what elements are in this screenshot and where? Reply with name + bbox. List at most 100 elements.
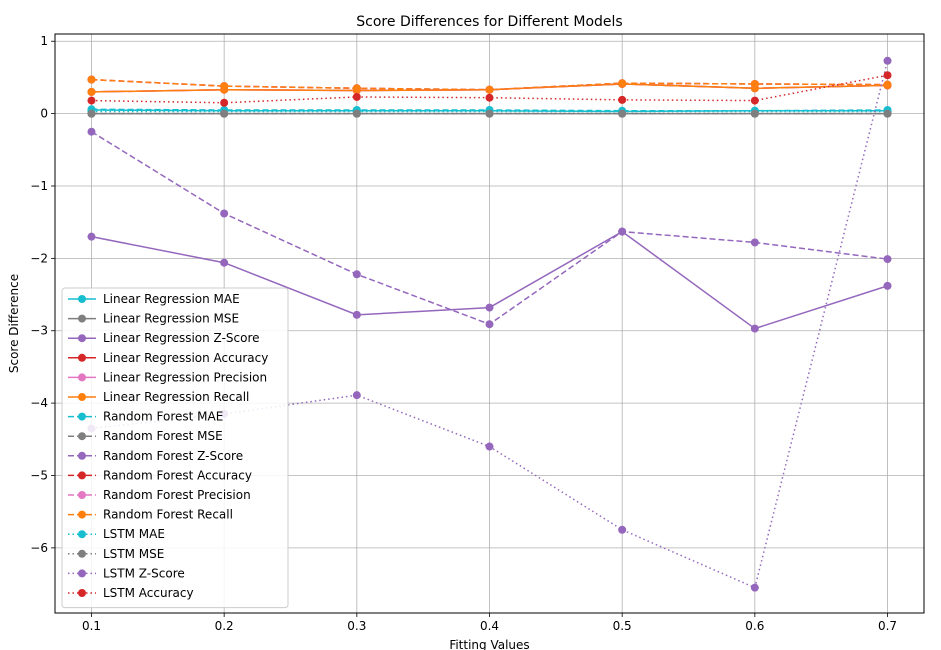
series <box>87 109 892 118</box>
data-point <box>220 109 229 118</box>
legend-marker <box>78 569 86 578</box>
series <box>87 71 892 107</box>
data-point <box>87 75 96 84</box>
x-tick-label: 0.1 <box>82 619 101 633</box>
legend-item: Random Forest Accuracy <box>68 468 252 482</box>
y-tick-label: 0 <box>40 107 48 121</box>
legend-item: Random Forest MSE <box>68 429 223 443</box>
x-tick-label: 0.7 <box>878 619 897 633</box>
legend-marker <box>78 530 86 539</box>
y-tick-label: −2 <box>30 251 48 265</box>
legend-item: Linear Regression MSE <box>68 312 239 326</box>
data-point <box>750 79 759 88</box>
legend-marker <box>78 334 86 343</box>
legend-item: LSTM MAE <box>68 527 165 541</box>
x-tick-label: 0.5 <box>613 619 632 633</box>
data-point <box>220 209 229 218</box>
data-point <box>485 109 494 118</box>
legend-item: Linear Regression Precision <box>68 370 267 384</box>
x-tick-label: 0.4 <box>480 619 499 633</box>
legend-marker <box>78 471 86 480</box>
data-point <box>485 442 494 451</box>
data-point <box>883 109 892 118</box>
legend-label: Random Forest Z-Score <box>103 449 243 463</box>
legend-label: Linear Regression Recall <box>103 390 249 404</box>
legend-item: LSTM MSE <box>68 547 164 561</box>
data-point <box>220 98 229 107</box>
data-point <box>618 109 627 118</box>
data-point <box>750 238 759 247</box>
data-point <box>618 525 627 534</box>
legend-marker <box>78 314 86 323</box>
legend: Linear Regression MAE Linear Regression M… <box>61 287 289 609</box>
data-point <box>618 227 627 236</box>
legend-label: Linear Regression Z-Score <box>103 331 260 345</box>
y-axis-title: Score Difference <box>7 274 21 373</box>
legend-label: LSTM Accuracy <box>103 586 194 600</box>
data-point <box>87 232 96 241</box>
legend-item: Random Forest Z-Score <box>68 449 243 463</box>
legend-label: LSTM MAE <box>103 527 165 541</box>
data-point <box>352 270 361 279</box>
data-point <box>87 109 96 118</box>
legend-marker <box>78 451 86 460</box>
data-point <box>883 255 892 264</box>
data-point <box>883 80 892 89</box>
data-point <box>87 87 96 96</box>
legend-frame <box>61 287 289 609</box>
legend-item: Linear Regression MAE <box>68 292 240 306</box>
y-tick-label: −3 <box>30 324 48 338</box>
data-point <box>352 109 361 118</box>
legend-item: Random Forest Precision <box>68 488 251 502</box>
data-point <box>352 391 361 400</box>
data-point <box>485 85 494 94</box>
chart-title: Score Differences for Different Models <box>356 14 622 30</box>
data-point <box>883 56 892 65</box>
data-point <box>485 320 494 329</box>
legend-label: Random Forest Accuracy <box>103 468 252 482</box>
legend-label: Linear Regression Precision <box>103 370 267 384</box>
legend-item: Random Forest Recall <box>68 508 233 522</box>
data-point <box>750 324 759 333</box>
data-point <box>750 96 759 105</box>
data-point <box>352 310 361 319</box>
data-point <box>750 109 759 118</box>
y-tick-label: −6 <box>30 541 48 555</box>
legend-label: Linear Regression MAE <box>103 292 240 306</box>
data-point <box>883 71 892 80</box>
data-point <box>352 92 361 101</box>
legend-label: LSTM MSE <box>103 547 164 561</box>
x-tick-label: 0.2 <box>215 619 234 633</box>
legend-label: Linear Regression Accuracy <box>103 351 268 365</box>
data-point <box>618 79 627 88</box>
legend-item: Random Forest MAE <box>68 410 223 424</box>
data-point <box>87 96 96 105</box>
data-point <box>485 93 494 102</box>
legend-item: LSTM Z-Score <box>68 566 185 580</box>
legend-marker <box>78 549 86 558</box>
data-point <box>87 127 96 136</box>
legend-label: Random Forest Precision <box>103 488 251 502</box>
data-point <box>883 281 892 290</box>
legend-item: Linear Regression Recall <box>68 390 249 404</box>
y-tick-label: −1 <box>30 179 48 193</box>
legend-marker <box>78 295 86 303</box>
ticks: 0.1 0.2 0.3 0.4 0.5 0.6 0.7 1 0 −1 −2 −3 −4 −5 −6 <box>30 34 897 633</box>
legend-marker <box>78 412 86 421</box>
legend-label: Random Forest Recall <box>103 508 233 522</box>
data-point <box>352 84 361 93</box>
legend-item: LSTM Accuracy <box>68 586 194 600</box>
legend-label: Linear Regression MSE <box>103 312 239 326</box>
legend-item: Linear Regression Accuracy <box>68 351 268 365</box>
y-tick-label: −5 <box>30 468 48 482</box>
y-tick-label: 1 <box>40 34 48 48</box>
x-axis-title: Fitting Values <box>449 638 529 650</box>
legend-marker <box>78 510 86 519</box>
series <box>87 127 892 329</box>
legend-item: Linear Regression Z-Score <box>68 331 260 345</box>
legend-marker <box>78 432 86 441</box>
series <box>87 75 892 94</box>
data-point <box>220 82 229 91</box>
legend-marker <box>78 393 86 401</box>
